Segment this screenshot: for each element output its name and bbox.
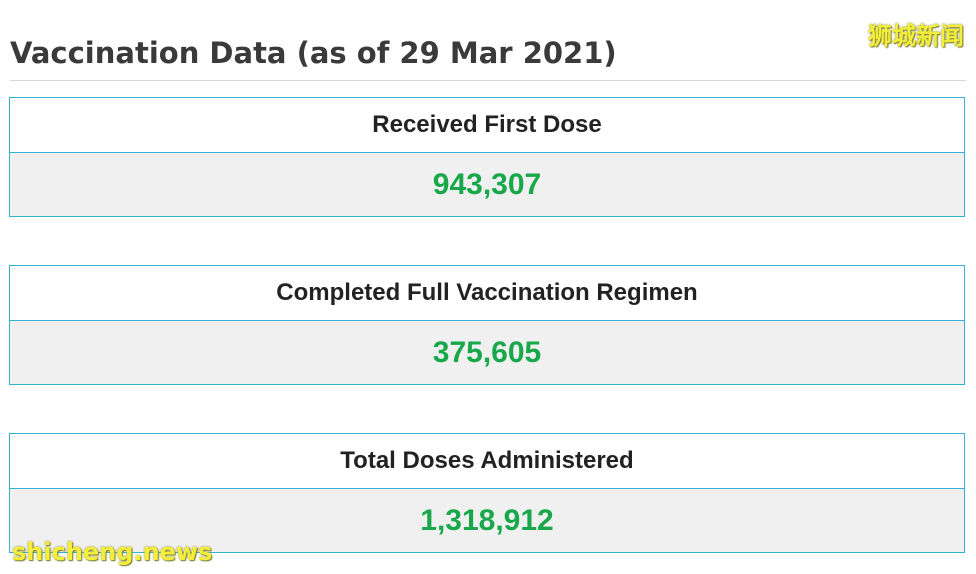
title-divider: [10, 80, 966, 81]
page-title: Vaccination Data (as of 29 Mar 2021): [10, 36, 617, 70]
stat-value-total-doses: 1,318,912: [10, 489, 964, 552]
stat-card-first-dose: Received First Dose 943,307: [9, 97, 965, 217]
watermark-top-right: 狮城新闻: [868, 22, 964, 50]
stat-label-full-vaccination: Completed Full Vaccination Regimen: [10, 266, 964, 321]
stat-label-first-dose: Received First Dose: [10, 98, 964, 153]
stat-card-total-doses: Total Doses Administered 1,318,912: [9, 433, 965, 553]
stat-label-total-doses: Total Doses Administered: [10, 434, 964, 489]
stat-card-full-vaccination: Completed Full Vaccination Regimen 375,6…: [9, 265, 965, 385]
stat-value-first-dose: 943,307: [10, 153, 964, 216]
stat-value-full-vaccination: 375,605: [10, 321, 964, 384]
watermark-bottom-left: shicheng.news: [12, 538, 213, 566]
